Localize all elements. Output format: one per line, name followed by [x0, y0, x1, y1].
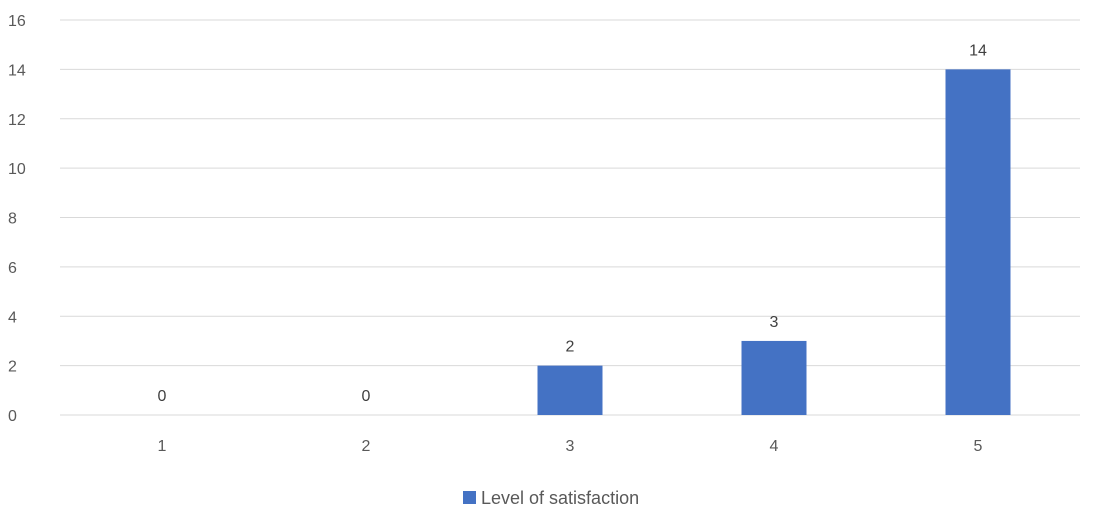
y-axis-ticks: 0 2 4 6 8 10 12 14 16 — [8, 13, 26, 425]
legend: Level of satisfaction — [463, 488, 639, 508]
data-label: 0 — [158, 388, 167, 405]
bar-5 — [945, 69, 1011, 415]
legend-label: Level of satisfaction — [481, 488, 639, 508]
y-tick-label: 4 — [8, 309, 17, 326]
bars — [537, 69, 1011, 415]
x-tick-label: 5 — [974, 438, 983, 455]
x-axis-ticks: 1 2 3 4 5 — [158, 438, 983, 455]
bar-4 — [741, 340, 807, 415]
data-label: 0 — [362, 388, 371, 405]
y-tick-label: 12 — [8, 112, 26, 129]
y-tick-label: 6 — [8, 260, 17, 277]
x-tick-label: 3 — [566, 438, 575, 455]
x-tick-label: 4 — [770, 438, 779, 455]
x-tick-label: 2 — [362, 438, 371, 455]
legend-swatch — [463, 491, 476, 504]
gridlines — [60, 19, 1080, 416]
y-tick-label: 14 — [8, 62, 26, 79]
data-label: 2 — [566, 339, 575, 356]
y-tick-label: 2 — [8, 359, 17, 376]
data-labels: 0 0 2 3 14 — [158, 42, 987, 405]
y-tick-label: 10 — [8, 161, 26, 178]
x-tick-label: 1 — [158, 438, 167, 455]
data-label: 14 — [969, 42, 987, 59]
y-tick-label: 8 — [8, 211, 17, 228]
y-tick-label: 0 — [8, 408, 17, 425]
y-tick-label: 16 — [8, 13, 26, 30]
bar-3 — [537, 365, 603, 415]
data-label: 3 — [770, 314, 779, 331]
